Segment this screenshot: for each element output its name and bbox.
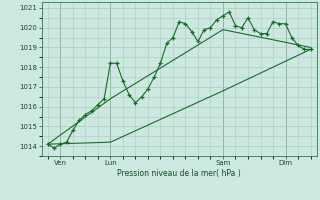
X-axis label: Pression niveau de la mer( hPa ): Pression niveau de la mer( hPa ) [117,169,241,178]
